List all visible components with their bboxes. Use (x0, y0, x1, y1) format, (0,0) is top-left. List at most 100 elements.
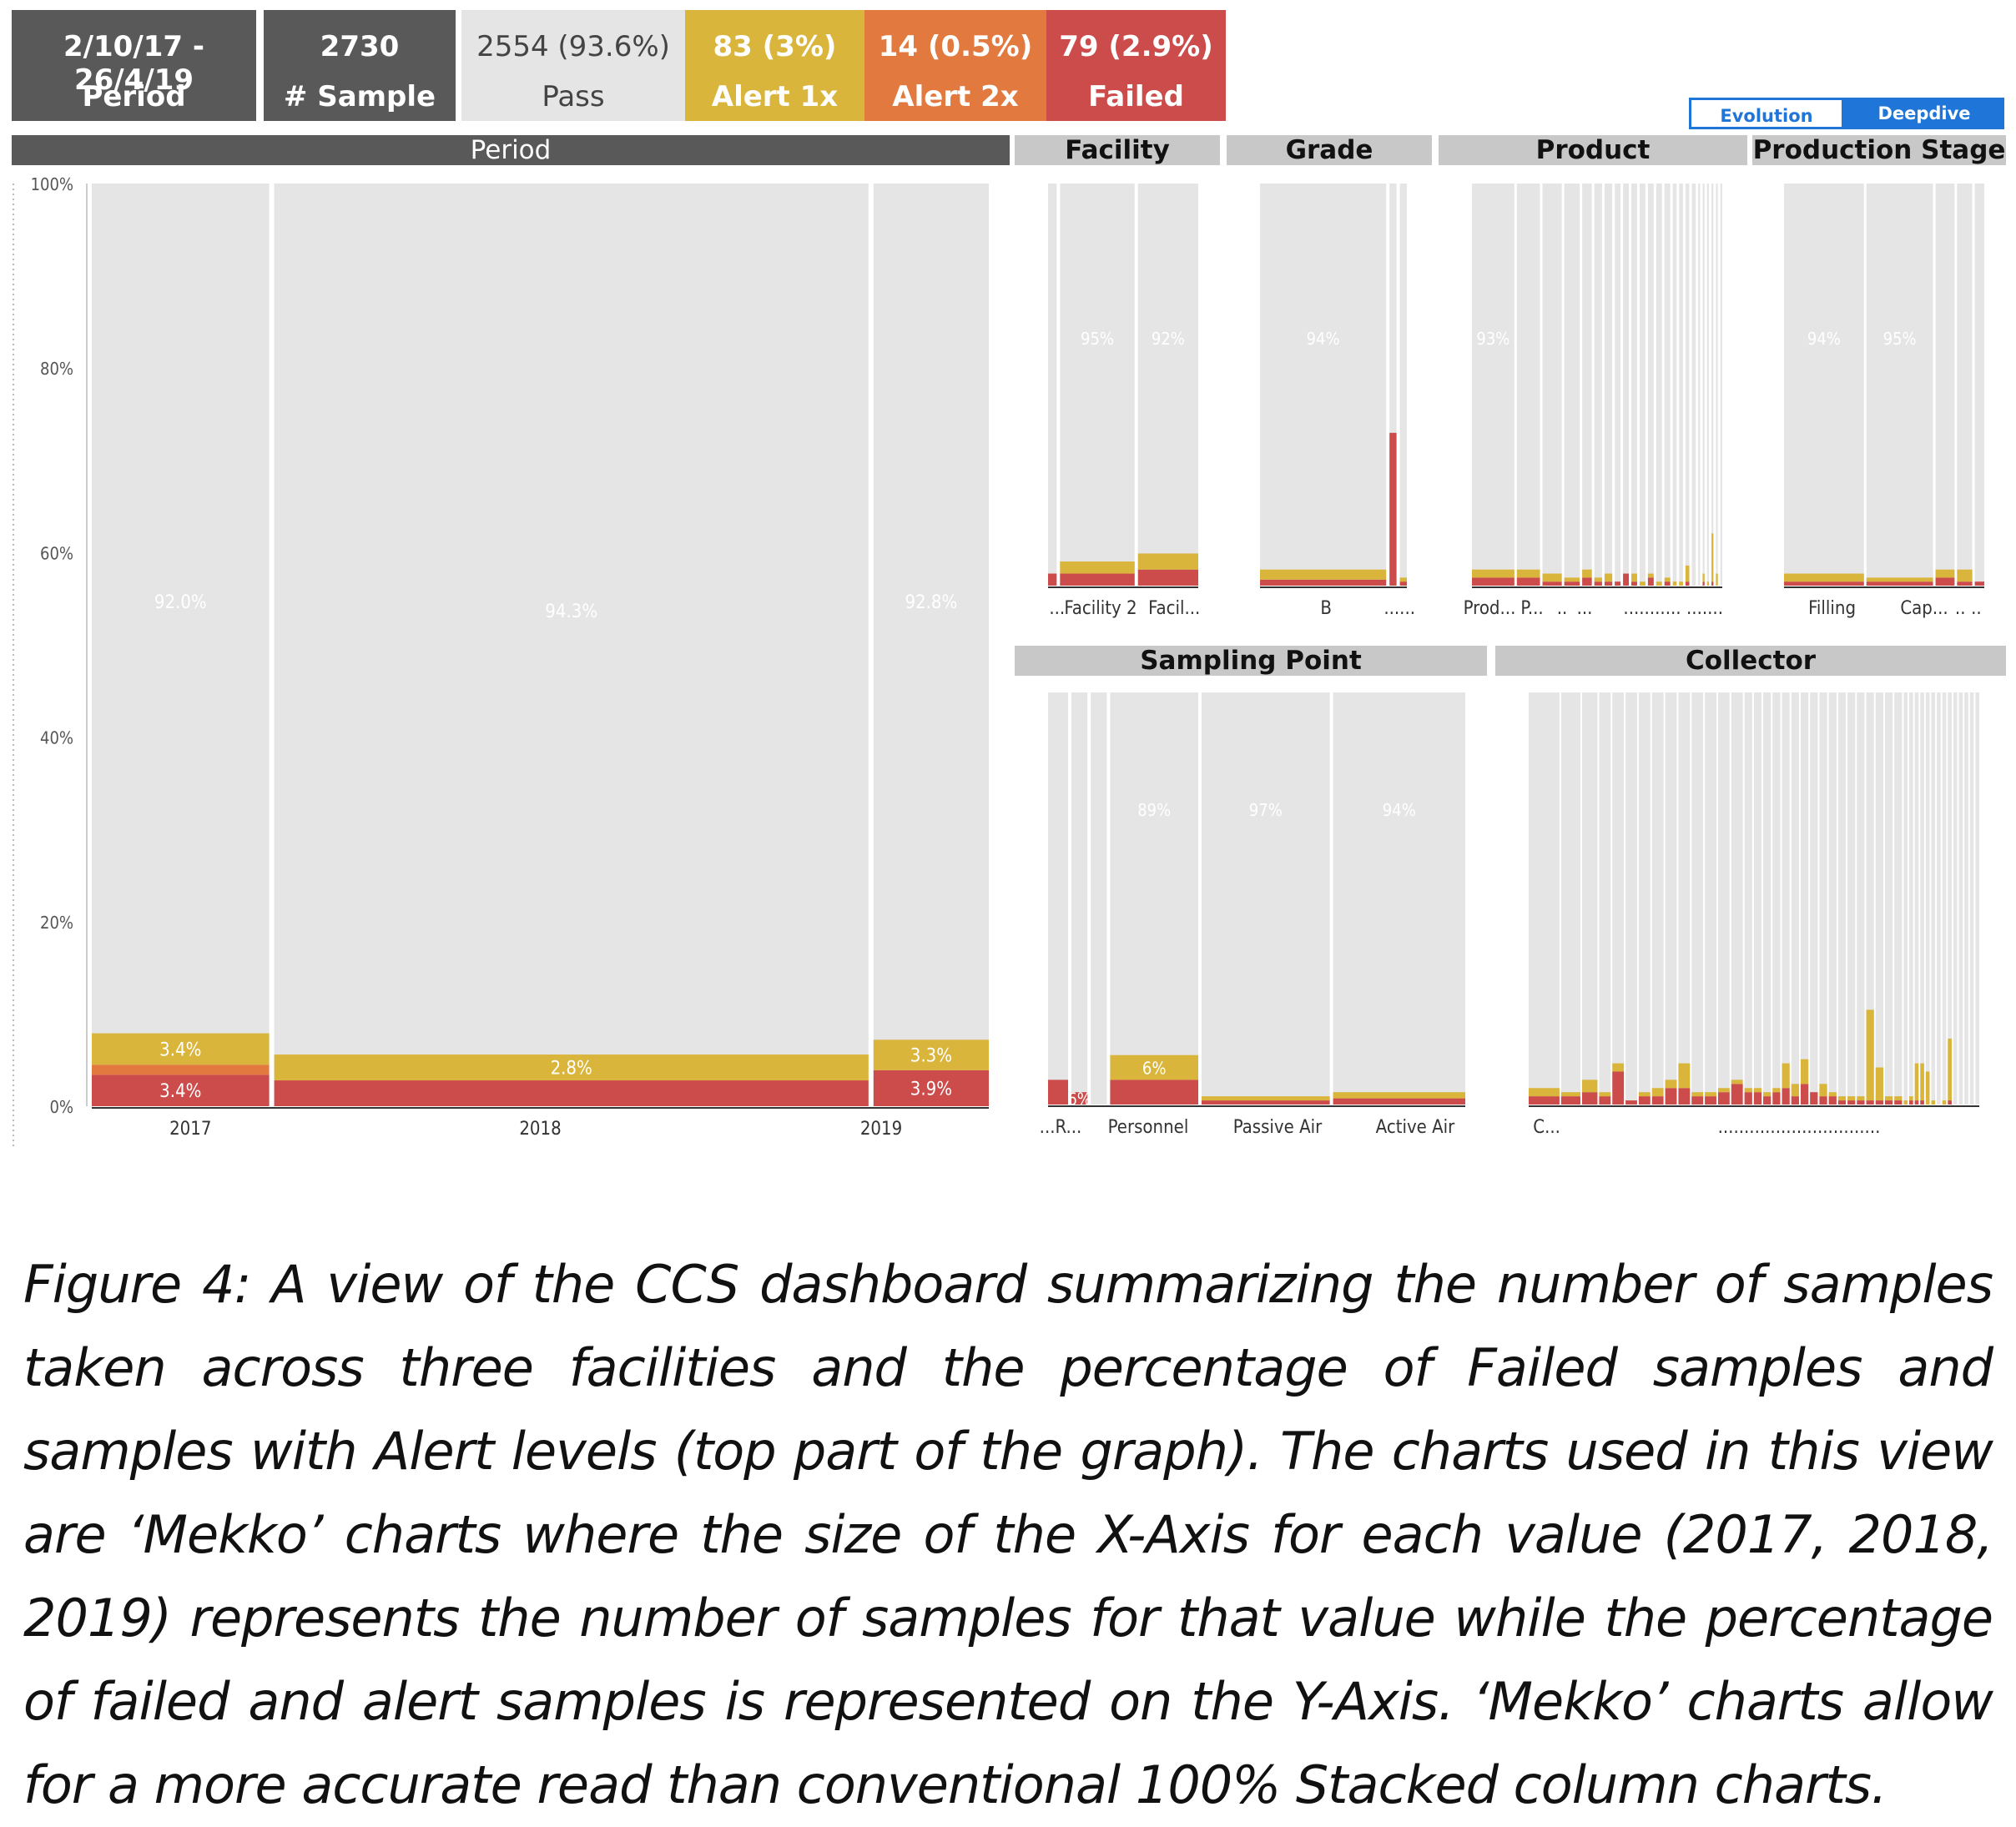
kpi-period[interactable]: 2/10/17 - 26/4/19 Period (12, 10, 256, 121)
mekko-column-pass (1631, 184, 1637, 586)
mekko-segment-failed (1884, 1100, 1893, 1105)
mekko-segment-alert1 (92, 1033, 270, 1065)
mekko-column-pass (1706, 184, 1710, 586)
mekko-segment-failed (1691, 1096, 1704, 1105)
kpi-alert2-label: Alert 2x (892, 80, 1019, 113)
mekko-segment-alert1 (1957, 569, 1973, 582)
mekko-column-pass (1957, 184, 1973, 586)
mekko-segment-alert1 (1691, 1092, 1704, 1097)
mekko-column-pass (1914, 692, 1919, 1105)
kpi-pass[interactable]: 2554 (93.6%) Pass (461, 10, 685, 121)
x-category-label: 2019 (860, 1119, 902, 1140)
mekko-segment-alert1 (1914, 1063, 1919, 1101)
mekko-column-pass (1389, 184, 1397, 586)
mekko-segment-failed (92, 1075, 270, 1106)
mekko-segment-alert1 (1931, 1100, 1936, 1105)
mekko-segment-failed (1875, 1100, 1883, 1105)
mekko-column-pass (1720, 184, 1722, 586)
mekko-segment-failed (1625, 1100, 1637, 1105)
mekko-segment-failed (1847, 1100, 1856, 1105)
mekko-column-pass (1615, 184, 1621, 586)
mekko-pass-label: 94% (1383, 800, 1416, 820)
kpi-failed-value: 79 (2.9%) (1059, 30, 1213, 63)
mekko-pass-label: 95% (1883, 329, 1917, 349)
mekko-segment-failed (1837, 1100, 1847, 1105)
mekko-segment-failed (1612, 1071, 1625, 1105)
mekko-column-pass (1623, 184, 1630, 586)
mekko-segment-failed (1948, 1100, 1952, 1105)
kpi-alert1[interactable]: 83 (3%) Alert 1x (685, 10, 864, 121)
mekko-column-pass (1691, 692, 1704, 1105)
kpi-alert1-label: Alert 1x (711, 80, 839, 113)
mekko-column-pass (1772, 692, 1781, 1105)
x-category-label: 2017 (169, 1119, 211, 1140)
mekko-column-pass (1884, 692, 1893, 1105)
mekko-column-pass (1529, 692, 1560, 1105)
x-category-label: P... (1520, 598, 1543, 619)
deepdive-toggle[interactable]: Deepdive (1844, 98, 2004, 129)
mekko-segment-failed (1638, 1096, 1651, 1105)
kpi-pass-value: 2554 (93.6%) (476, 30, 670, 63)
mekko-segment-failed (1604, 581, 1613, 586)
mekko-segment-alert1 (1656, 581, 1662, 586)
mekko-segment-alert1 (1664, 577, 1671, 582)
mekko-pass-label: 94% (1307, 329, 1340, 349)
charts-canvas: 100% 80% 60% 40% 20% 0% 92.0% 3.4% 3.4% 94.3% 2.8%… (13, 174, 1984, 1148)
mekko-segment-alert1 (1260, 569, 1387, 580)
kpi-pass-label: Pass (542, 80, 605, 113)
mekko-column-pass (873, 184, 989, 1106)
mekko-pass-label: 97% (1249, 800, 1283, 820)
mekko-column-pass (1678, 692, 1691, 1105)
mekko-segment-failed (1664, 581, 1671, 586)
mekko-segment-failed (1599, 1096, 1611, 1105)
mekko-segment-failed (1772, 1092, 1781, 1105)
mekko-alert-label: 2.8% (551, 1059, 592, 1080)
mekko-column-pass (1599, 692, 1611, 1105)
mekko-segment-alert1 (1920, 1063, 1924, 1101)
mekko-segment-failed (1564, 581, 1580, 586)
mekko-column-pass (1828, 692, 1837, 1105)
kpi-failed[interactable]: 79 (2.9%) Failed (1046, 10, 1226, 121)
x-category-label: Active Air (1376, 1117, 1455, 1138)
mekko-column-pass (1716, 184, 1718, 586)
x-category-label: Personnel (1108, 1117, 1189, 1138)
mekko-column-pass (1920, 692, 1924, 1105)
evolution-toggle[interactable]: Evolution (1689, 98, 1844, 129)
mekko-column-pass (1969, 692, 1974, 1105)
mekko-segment-alert1 (1399, 577, 1407, 582)
kpi-sample[interactable]: 2730 # Sample (264, 10, 456, 121)
mekko-segment-alert1 (1837, 1096, 1847, 1101)
x-category-label: .. (1955, 598, 1966, 619)
mekko-segment-failed (1791, 1096, 1799, 1105)
mekko-segment-failed (1647, 577, 1654, 586)
x-category-label: ............................... (1718, 1117, 1881, 1138)
mekko-alert-label: 6% (1142, 1059, 1167, 1079)
mekko-segment-alert1 (1716, 573, 1718, 586)
mekko-segment-failed (1060, 573, 1135, 586)
mekko-segment-alert1 (873, 1039, 989, 1070)
mekko-column-pass (1975, 692, 1979, 1105)
mekko-segment-alert1 (1631, 573, 1637, 582)
mekko-column-pass (1903, 692, 1908, 1105)
mekko-segment-alert1 (1711, 533, 1714, 582)
mekko-column-pass (1638, 692, 1651, 1105)
x-category-label: Cap... (1900, 598, 1948, 619)
mekko-column-pass (1639, 184, 1646, 586)
mekko-column-pass (1782, 692, 1790, 1105)
mekko-segment-failed (1784, 581, 1864, 586)
mekko-segment-alert1 (1564, 577, 1580, 582)
mekko-pass-label: 94% (1807, 329, 1841, 349)
mekko-segment-failed (1651, 1096, 1664, 1105)
header-product: Product (1439, 135, 1747, 165)
mekko-segment-failed (1665, 1088, 1677, 1105)
mekko-column-pass (274, 184, 869, 1106)
kpi-alert2[interactable]: 14 (0.5%) Alert 2x (864, 10, 1046, 121)
mekko-segment-failed (1581, 1092, 1598, 1105)
y-tick-label: 20% (40, 913, 73, 933)
mekko-segment-alert1 (1599, 1092, 1611, 1097)
x-category-label: ...R... (1040, 1117, 1082, 1138)
mekko-column-pass (1672, 184, 1677, 586)
header-collector: Collector (1495, 646, 2006, 676)
mekko-segment-failed (1542, 581, 1562, 586)
mekko-column-pass (1581, 692, 1598, 1105)
